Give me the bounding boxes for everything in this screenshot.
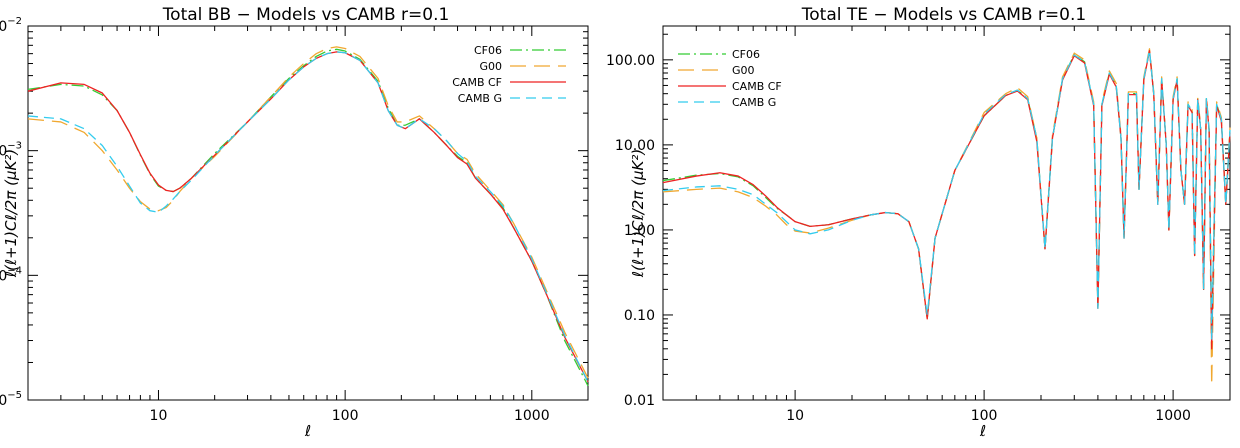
chart-te-series — [662, 48, 1231, 386]
chart-te-y-tick-label: 100.00 — [606, 53, 655, 69]
chart-bb-ticks — [27, 25, 589, 401]
chart-te-legend-label: G00 — [732, 64, 755, 77]
chart-te-ylabel: ℓ(ℓ+1)Cℓ/2π (μK²) — [629, 149, 647, 278]
chart-bb-legend: CF06 G00 CAMB CF CAMB G — [452, 44, 566, 105]
chart-bb-y-tick-label: 10−3 — [0, 141, 22, 160]
chart-bb-x-tick-label: 100 — [332, 408, 359, 424]
chart-te-legend: CF06 G00 CAMB CF CAMB G — [678, 48, 782, 109]
chart-te-y-tick-label: 0.01 — [624, 393, 655, 409]
chart-bb-ylabel: ℓ(ℓ+1)Cℓ/2π (μK²) — [2, 149, 20, 278]
chart-bb-legend-label: CF06 — [474, 44, 502, 57]
chart-te-legend-label: CAMB CF — [732, 80, 782, 93]
chart-te-title: Total TE − Models vs CAMB r=0.1 — [801, 5, 1086, 25]
chart-te-x-tick-label: 1000 — [1155, 408, 1191, 424]
chart-bb-legend-label: CAMB CF — [452, 76, 502, 89]
chart-bb-plot — [27, 25, 589, 401]
chart-bb-y-tick-labels: 10−5 10−4 10−3 10−2 — [0, 16, 22, 409]
chart-bb-legend-label: G00 — [479, 60, 502, 73]
chart-bb-x-tick-label: 1000 — [514, 408, 550, 424]
chart-te: Total TE − Models vs CAMB r=0.1 10 100 100… — [606, 5, 1231, 440]
chart-bb-series — [27, 46, 589, 387]
chart-bb-frame — [27, 25, 589, 401]
chart-bb-x-tick-label: 10 — [150, 408, 168, 424]
chart-te-xlabel: ℓ — [979, 422, 986, 440]
chart-bb-xlabel: ℓ — [304, 422, 311, 440]
chart-te-x-tick-label: 100 — [971, 408, 998, 424]
chart-te-series-camb-g — [662, 49, 1231, 342]
chart-bb-y-tick-label: 10−2 — [0, 16, 22, 35]
chart-te-x-tick-labels: 10 100 1000 — [786, 408, 1191, 424]
chart-te-legend-label: CF06 — [732, 48, 760, 61]
chart-bb-legend-label: CAMB G — [458, 92, 502, 105]
chart-bb-series-cf06 — [27, 48, 589, 387]
chart-te-x-tick-label: 10 — [786, 408, 804, 424]
chart-te-y-tick-label: 0.10 — [624, 308, 655, 324]
chart-te-y-tick-label: 10.00 — [615, 138, 655, 154]
chart-bb-y-tick-label: 10−4 — [0, 265, 22, 284]
chart-bb: Total BB − Models vs CAMB r=0.1 10 100 100… — [0, 5, 589, 440]
chart-te-legend-label: CAMB G — [732, 96, 776, 109]
chart-te-frame — [662, 25, 1231, 401]
chart-te-y-tick-labels: 0.01 0.10 1.00 10.00 100.00 — [606, 53, 655, 409]
chart-bb-y-tick-label: 10−5 — [0, 390, 22, 409]
chart-te-y-tick-label: 1.00 — [624, 223, 655, 239]
chart-bb-x-tick-labels: 10 100 1000 — [150, 408, 550, 424]
chart-bb-series-g00 — [27, 46, 589, 379]
chart-bb-series-camb-g — [27, 51, 589, 383]
chart-te-plot — [662, 25, 1231, 401]
chart-bb-title: Total BB − Models vs CAMB r=0.1 — [162, 5, 450, 25]
chart-bb-series-camb-cf — [27, 51, 589, 383]
